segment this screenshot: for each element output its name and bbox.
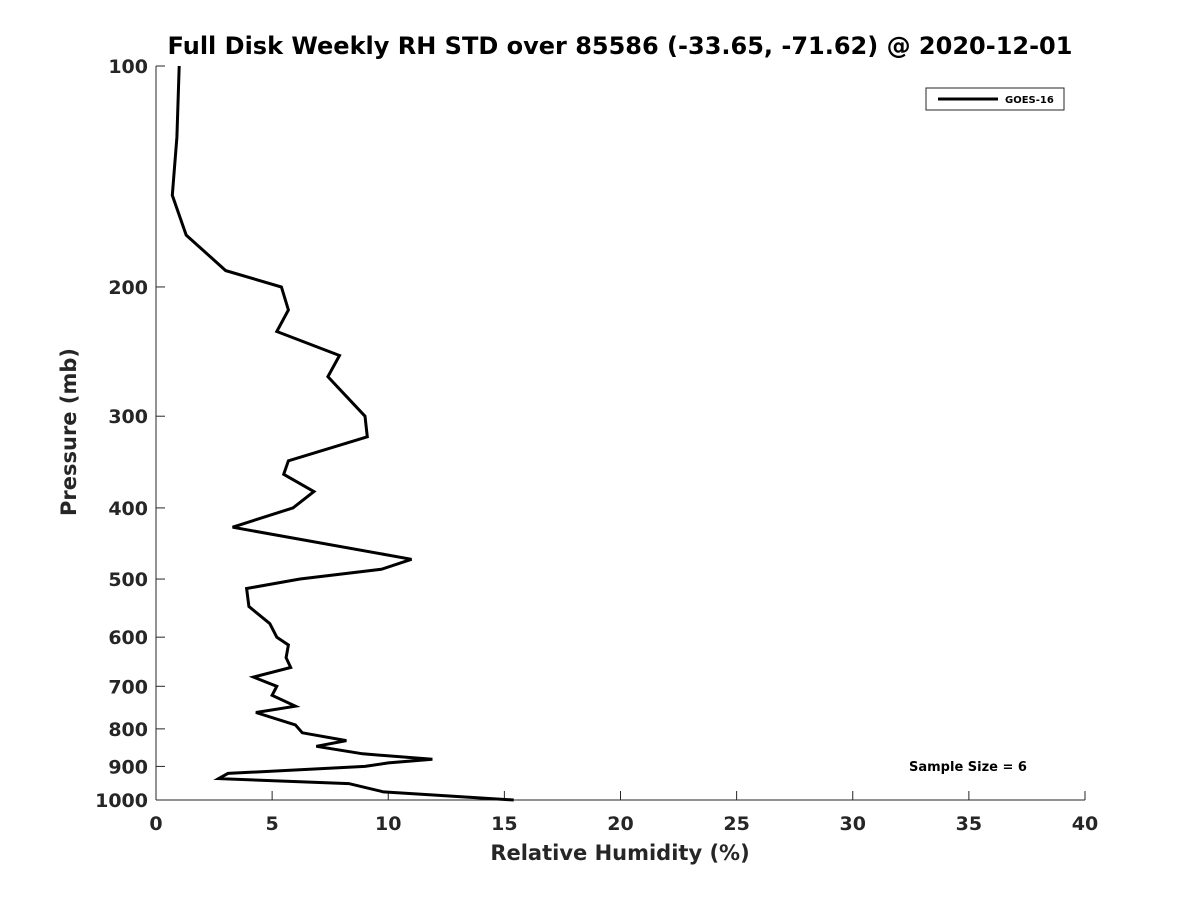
legend-label: GOES-16: [1005, 95, 1054, 106]
x-tick-label: 25: [723, 813, 749, 835]
y-tick-label: 400: [108, 498, 148, 520]
legend: GOES-16: [925, 87, 1065, 111]
x-tick-label: 0: [149, 813, 162, 835]
x-tick-label: 15: [491, 813, 517, 835]
x-axis-label: Relative Humidity (%): [490, 841, 749, 865]
series-line-goes-16: [170, 65, 514, 802]
x-tick-label: 20: [607, 813, 633, 835]
x-tick-label: 35: [956, 813, 982, 835]
series-layer: [170, 65, 514, 802]
sample-size-annotation: Sample Size = 6: [909, 760, 1027, 775]
x-tick-label: 5: [266, 813, 279, 835]
y-tick-label: 800: [108, 719, 148, 741]
y-tick-label: 500: [108, 569, 148, 591]
axes: 0 5 10 15 20 25 30 35 40 100 200 300 400 500 600 700 800…: [95, 56, 1098, 835]
x-tick-label: 10: [375, 813, 401, 835]
y-tick-label: 300: [108, 406, 148, 428]
y-axis-label: Pressure (mb): [57, 348, 81, 516]
y-tick-label: 700: [108, 676, 148, 698]
x-tick-label: 30: [840, 813, 866, 835]
y-tick-label: 900: [108, 756, 148, 778]
y-tick-label: 1000: [95, 790, 148, 812]
y-tick-label: 600: [108, 627, 148, 649]
x-tick-label: 40: [1072, 813, 1098, 835]
y-tick-label: 200: [108, 277, 148, 299]
y-tick-label: 100: [108, 56, 148, 78]
chart-title: Full Disk Weekly RH STD over 85586 (-33.…: [168, 32, 1073, 60]
